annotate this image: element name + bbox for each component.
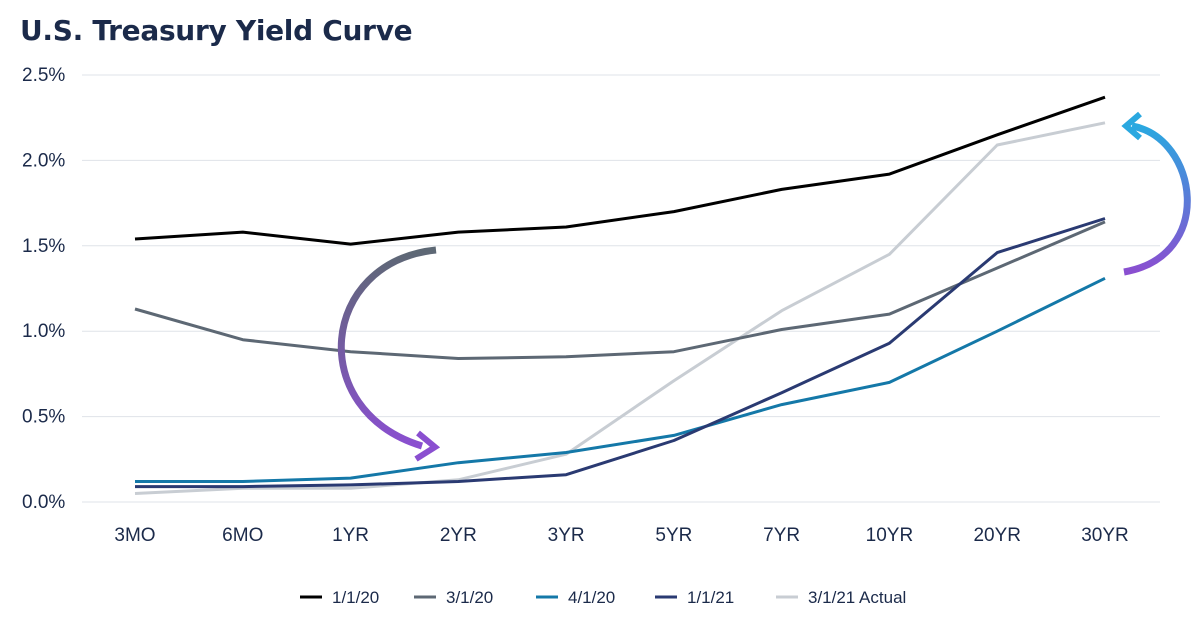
- legend-item: 3/1/20: [414, 588, 493, 607]
- series-line-2: [135, 276, 1106, 483]
- x-tick-label: 30YR: [1081, 525, 1129, 546]
- x-tick-label: 5YR: [655, 525, 692, 546]
- series-lines: [134, 95, 1106, 495]
- legend-label: 1/1/20: [332, 588, 379, 607]
- chart-title: U.S. Treasury Yield Curve: [20, 14, 413, 47]
- x-axis-ticks: 3MO 6MO 1YR 2YR 3YR 5YR 7YR 10YR 20YR 30YR: [114, 525, 1128, 546]
- x-tick-label: 6MO: [222, 525, 263, 546]
- x-tick-label: 2YR: [440, 525, 477, 546]
- legend-label: 3/1/20: [446, 588, 493, 607]
- x-tick-label: 10YR: [866, 525, 914, 546]
- legend-item: 3/1/21 Actual: [776, 588, 906, 607]
- shift-up-arrow: [1121, 111, 1191, 276]
- shift-down-arrow-shaft: [337, 246, 437, 450]
- y-axis-ticks: 0.0% 0.5% 1.0% 1.5% 2.0% 2.5%: [22, 65, 65, 513]
- shift-down-arrow: [337, 246, 441, 462]
- y-tick-label: 2.5%: [22, 65, 65, 86]
- series-line-4: [134, 121, 1106, 495]
- x-tick-label: 3MO: [114, 525, 155, 546]
- legend-label: 1/1/21: [687, 588, 734, 607]
- series-line-3: [135, 217, 1106, 489]
- shift-up-arrow-shaft: [1123, 122, 1191, 276]
- y-tick-label: 0.0%: [22, 492, 65, 513]
- y-tick-label: 2.0%: [22, 150, 65, 171]
- series-line-1: [134, 220, 1106, 360]
- legend-item: 1/1/20: [300, 588, 379, 607]
- legend: 1/1/20 3/1/20 4/1/20 1/1/21 3/1/21 Actual: [300, 588, 906, 607]
- gridlines: [82, 74, 1160, 503]
- x-tick-label: 3YR: [548, 525, 585, 546]
- shift-down-arrow-head: [414, 430, 441, 462]
- y-tick-label: 1.5%: [22, 236, 65, 257]
- legend-label: 3/1/21 Actual: [808, 588, 906, 607]
- series-line-0: [134, 95, 1106, 246]
- shift-up-arrow-head: [1121, 111, 1142, 141]
- legend-label: 4/1/20: [568, 588, 615, 607]
- x-tick-label: 1YR: [332, 525, 369, 546]
- legend-item: 1/1/21: [655, 588, 734, 607]
- legend-item: 4/1/20: [536, 588, 615, 607]
- y-tick-label: 0.5%: [22, 407, 65, 428]
- y-tick-label: 1.0%: [22, 321, 65, 342]
- x-tick-label: 20YR: [973, 525, 1021, 546]
- x-tick-label: 7YR: [763, 525, 800, 546]
